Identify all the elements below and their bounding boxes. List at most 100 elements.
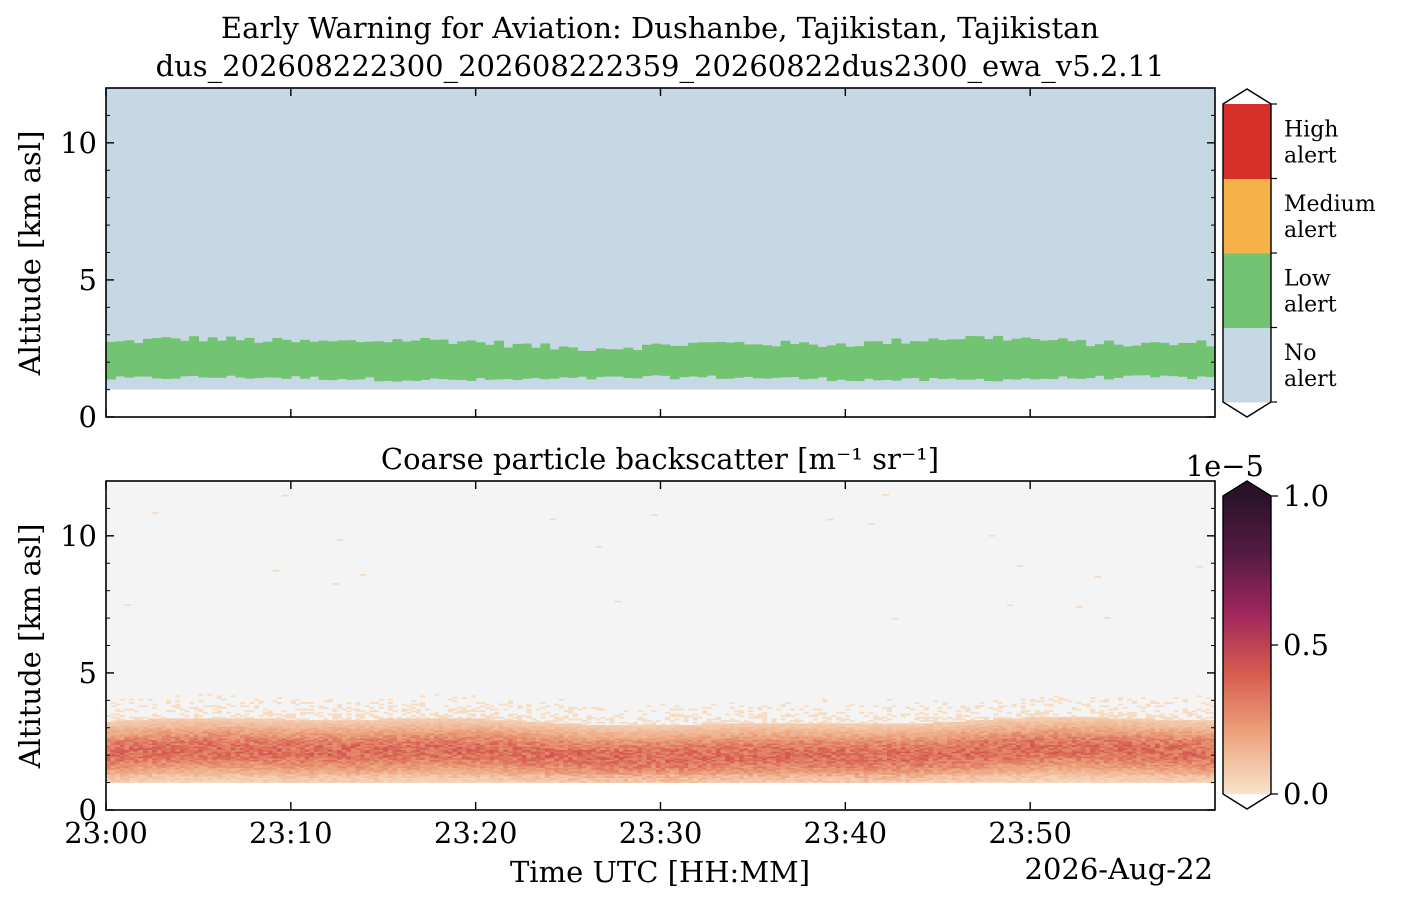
backscatter-cell xyxy=(434,769,440,772)
backscatter-cell xyxy=(309,708,315,711)
backscatter-cell xyxy=(618,746,624,749)
backscatter-cell xyxy=(374,761,380,764)
backscatter-cell xyxy=(263,711,269,714)
backscatter-cell xyxy=(142,723,148,726)
backscatter-cell xyxy=(480,754,486,757)
backscatter-cell xyxy=(614,759,620,762)
backscatter-cell xyxy=(461,738,467,741)
backscatter-cell xyxy=(609,749,615,752)
backscatter-cell xyxy=(281,728,287,731)
backscatter-cell xyxy=(415,725,421,727)
backscatter-cell xyxy=(337,769,343,772)
backscatter-cell xyxy=(447,746,453,749)
backscatter-cell xyxy=(484,757,490,760)
backscatter-cell xyxy=(457,749,463,752)
backscatter-cell xyxy=(341,720,347,723)
backscatter-cell xyxy=(461,772,467,775)
backscatter-cell xyxy=(166,748,172,750)
backscatter-cell xyxy=(267,736,273,739)
backscatter-cell xyxy=(286,728,292,731)
backscatter-cell xyxy=(290,767,296,770)
backscatter-cell xyxy=(161,738,167,741)
backscatter-cell xyxy=(346,777,352,780)
backscatter-cell xyxy=(110,713,116,716)
backscatter-cell xyxy=(189,762,195,765)
backscatter-cell xyxy=(193,739,199,742)
backscatter-cell xyxy=(142,759,148,762)
backscatter-cell xyxy=(549,754,555,757)
backscatter-cell xyxy=(281,772,287,775)
backscatter-cell xyxy=(475,739,481,742)
backscatter-cell xyxy=(249,726,255,729)
backscatter-cell xyxy=(240,738,246,741)
backscatter-cell xyxy=(637,744,643,747)
backscatter-cell xyxy=(461,723,467,726)
backscatter-cell xyxy=(410,754,416,757)
backscatter-cell xyxy=(286,751,292,754)
backscatter-cell xyxy=(295,731,301,734)
backscatter-cell xyxy=(355,769,361,772)
backscatter-cell xyxy=(392,736,398,739)
backscatter-cell xyxy=(129,743,135,746)
backscatter-cell xyxy=(415,741,421,744)
backscatter-cell xyxy=(475,774,481,777)
backscatter-cell xyxy=(586,762,592,765)
backscatter-cell xyxy=(637,748,643,750)
backscatter-cell xyxy=(397,729,403,732)
backscatter-cell xyxy=(332,769,338,772)
backscatter-cell xyxy=(558,698,564,701)
backscatter-cell xyxy=(221,720,227,723)
backscatter-cell xyxy=(207,743,213,746)
backscatter-cell xyxy=(207,744,213,747)
backscatter-cell xyxy=(133,759,139,762)
backscatter-cell xyxy=(272,767,278,770)
backscatter-cell xyxy=(461,726,467,729)
backscatter-cell xyxy=(198,728,204,731)
backscatter-cell xyxy=(189,738,195,741)
backscatter-cell xyxy=(563,759,569,762)
backscatter-cell xyxy=(632,756,638,759)
backscatter-cell xyxy=(360,777,366,780)
backscatter-cell xyxy=(212,734,218,737)
backscatter-cell xyxy=(286,736,292,739)
backscatter-cell xyxy=(475,729,481,732)
backscatter-cell xyxy=(193,716,199,719)
backscatter-cell xyxy=(235,766,241,769)
backscatter-cell xyxy=(461,743,467,746)
backscatter-cell xyxy=(383,749,389,752)
backscatter-cell xyxy=(230,734,236,737)
backscatter-cell xyxy=(295,729,301,732)
backscatter-cell xyxy=(147,698,153,701)
backscatter-cell xyxy=(272,721,278,724)
backscatter-cell xyxy=(447,756,453,759)
backscatter-cell xyxy=(323,723,329,726)
backscatter-cell xyxy=(531,726,537,729)
backscatter-cell xyxy=(207,739,213,742)
backscatter-cell xyxy=(350,736,356,739)
backscatter-cell xyxy=(170,780,176,783)
backscatter-cell xyxy=(327,748,333,750)
backscatter-cell xyxy=(586,757,592,760)
backscatter-cell xyxy=(383,746,389,749)
backscatter-cell xyxy=(471,734,477,737)
backscatter-cell xyxy=(184,767,190,770)
backscatter-cell xyxy=(184,751,190,754)
backscatter-cell xyxy=(581,736,587,739)
low-alert-cell xyxy=(216,340,227,378)
backscatter-cell xyxy=(138,780,144,783)
backscatter-cell xyxy=(443,728,449,731)
backscatter-cell xyxy=(572,743,578,746)
backscatter-cell xyxy=(614,772,620,775)
backscatter-cell xyxy=(249,701,255,704)
backscatter-cell xyxy=(272,772,278,775)
backscatter-cell xyxy=(535,779,541,782)
backscatter-cell xyxy=(184,746,190,749)
backscatter-cell xyxy=(258,715,264,718)
backscatter-cell xyxy=(350,766,356,769)
backscatter-cell xyxy=(471,772,477,775)
backscatter-cell xyxy=(614,739,620,742)
backscatter-cell xyxy=(212,762,218,765)
backscatter-cell xyxy=(179,762,185,765)
backscatter-cell xyxy=(489,766,495,769)
